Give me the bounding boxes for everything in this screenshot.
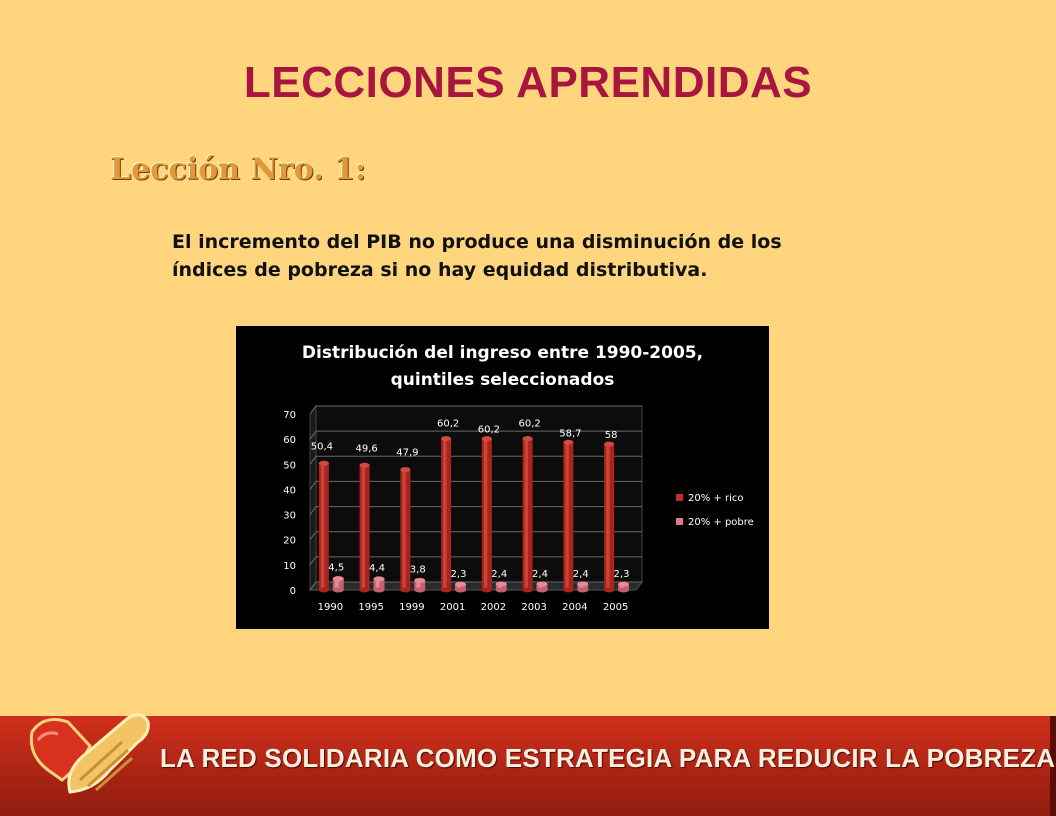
y-gridline — [309, 455, 642, 465]
data-label-pobre: 3,8 — [410, 564, 426, 575]
bar-rico-1999 — [400, 467, 411, 593]
footer-banner — [0, 716, 1056, 816]
x-tick-label: 2002 — [481, 602, 506, 613]
footer-title: LA RED SOLIDARIA COMO ESTRATEGIA PARA RE… — [160, 743, 1056, 773]
data-label-pobre: 4,4 — [369, 563, 385, 574]
y-gridline — [309, 405, 642, 415]
data-label-pobre: 2,4 — [491, 569, 507, 580]
chart-title-line-2: quintiles seleccionados — [390, 370, 615, 390]
y-tick-label: 0 — [290, 586, 296, 597]
data-label-pobre: 2,3 — [614, 569, 630, 580]
bar-rico-2005 — [604, 441, 615, 593]
bar-rico-2003 — [522, 436, 533, 593]
legend-swatch-rico — [676, 494, 683, 501]
data-label-pobre: 2,3 — [451, 569, 467, 580]
x-tick-label: 2001 — [440, 602, 465, 613]
y-tick-label: 70 — [283, 410, 296, 421]
bar-rico-2002 — [481, 436, 492, 593]
x-tick-label: 1995 — [358, 602, 383, 613]
data-label-rico: 49,6 — [355, 443, 377, 454]
bar-pobre-2001 — [455, 581, 467, 593]
bar-pobre-1990 — [332, 576, 344, 593]
y-gridline — [309, 430, 642, 440]
x-tick-label: 1990 — [318, 602, 343, 613]
data-label-rico: 47,9 — [396, 448, 418, 459]
x-tick-label: 2003 — [521, 602, 546, 613]
data-label-rico: 60,2 — [518, 419, 540, 430]
lesson-body: El incremento del PIB no produce una dis… — [172, 228, 872, 284]
y-tick-label: 30 — [283, 511, 296, 522]
bar-rico-2004 — [563, 439, 574, 593]
lesson-body-line-1: El incremento del PIB no produce una dis… — [172, 231, 782, 253]
y-tick-label: 10 — [283, 561, 296, 572]
y-tick-label: 60 — [283, 435, 296, 446]
bar-pobre-2002 — [495, 581, 507, 593]
footer-edge — [1050, 716, 1056, 816]
bar-pobre-2003 — [536, 581, 548, 593]
bar-pobre-1999 — [414, 577, 426, 593]
handshake-logo-icon — [29, 713, 150, 794]
legend-label-rico: 20% + rico — [688, 493, 743, 504]
data-label-rico: 60,2 — [437, 419, 459, 430]
x-tick-label: 1999 — [399, 602, 424, 613]
y-tick-label: 40 — [283, 485, 296, 496]
bar-chart: 0 10 20 30 40 50 60 70 50,4 4,5 1990 49,6 4,4 1995 47,… — [283, 404, 754, 613]
bar-rico-1995 — [359, 462, 370, 593]
chart-back-wall — [315, 405, 643, 583]
legend-swatch-pobre — [676, 518, 683, 525]
chart-title-line-1: Distribución del ingreso entre 1990-2005… — [301, 343, 704, 363]
y-gridline — [309, 556, 642, 566]
lesson-heading: Lección Nro. 1: — [110, 152, 366, 187]
lesson-body-line-2: índices de pobreza si no hay equidad dis… — [172, 259, 708, 281]
bar-pobre-2005 — [618, 581, 630, 593]
y-tick-label: 50 — [283, 460, 296, 471]
bar-rico-1990 — [318, 460, 329, 593]
legend-label-pobre: 20% + pobre — [688, 517, 754, 528]
y-gridline — [309, 506, 642, 515]
x-tick-label: 2005 — [603, 602, 628, 613]
x-tick-label: 2004 — [562, 602, 587, 613]
y-gridline — [309, 581, 642, 591]
data-label-pobre: 2,4 — [532, 569, 548, 580]
bar-pobre-1995 — [373, 576, 385, 593]
data-label-pobre: 2,4 — [573, 569, 589, 580]
slide-title: LECCIONES APRENDIDAS — [243, 58, 813, 107]
data-label-rico: 50,4 — [311, 441, 333, 452]
y-tick-label: 20 — [283, 536, 296, 547]
y-gridline — [309, 480, 642, 490]
chart-side-wall — [309, 404, 317, 592]
chart-title: Distribución del ingreso entre 1990-2005… — [236, 340, 769, 394]
data-label-rico: 58,7 — [559, 428, 581, 439]
bar-rico-2001 — [441, 436, 452, 593]
data-label-rico: 58 — [605, 430, 618, 441]
data-label-pobre: 4,5 — [328, 563, 344, 574]
chart-container: Distribución del ingreso entre 1990-2005… — [236, 326, 769, 629]
bar-pobre-2004 — [577, 581, 589, 593]
data-label-rico: 60,2 — [478, 425, 500, 436]
y-gridline — [309, 531, 642, 541]
